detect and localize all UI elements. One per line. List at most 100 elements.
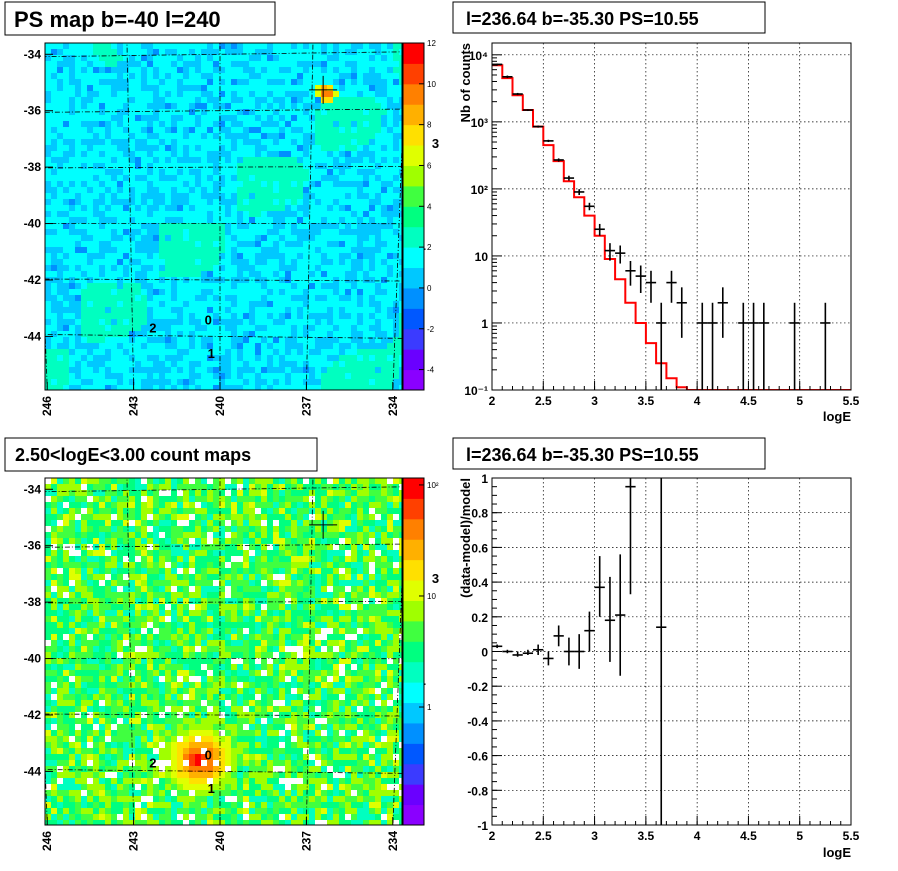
ps-map-pixel	[333, 229, 339, 235]
count-map-pixel	[399, 520, 402, 526]
ps-map-pixel	[273, 271, 279, 277]
count-map-pixel	[399, 592, 402, 598]
count-map-pixel	[279, 586, 285, 592]
count-map-pixel	[201, 592, 207, 598]
ps-map-pixel	[375, 367, 381, 373]
count-map-pixel	[159, 484, 165, 490]
ps-map-pixel	[195, 73, 201, 79]
ps-map-pixel	[381, 355, 387, 361]
ps-map-pixel	[375, 175, 381, 181]
count-map-pixel	[165, 556, 171, 562]
ps-map-pixel	[183, 331, 189, 337]
count-map-pixel	[105, 556, 111, 562]
ps-map-pixel	[105, 373, 111, 379]
ps-map-pixel	[69, 163, 75, 169]
ps-map-pixel	[387, 43, 393, 49]
ps-map-pixel	[117, 265, 123, 271]
count-map-pixel	[327, 478, 333, 484]
ps-map-pixel	[243, 307, 249, 313]
count-map-pixel	[237, 562, 243, 568]
ps-map-pixel	[207, 187, 213, 193]
count-map-pixel	[147, 478, 153, 484]
count-map-pixel	[177, 484, 183, 490]
count-map-pixel	[171, 526, 177, 532]
ps-map-pixel	[153, 121, 159, 127]
count-map-pixel	[195, 556, 201, 562]
ps-map-pixel	[87, 217, 93, 223]
ps-map-pixel	[393, 283, 399, 289]
ps-map-pixel	[243, 127, 249, 133]
ps-map-pixel	[357, 379, 363, 385]
ps-map-pixel	[147, 331, 153, 337]
count-map-pixel	[201, 532, 207, 538]
count-map-pixel	[81, 502, 87, 508]
ps-map-pixel	[351, 199, 357, 205]
count-map-pixel	[63, 598, 69, 604]
ps-map-pixel	[351, 265, 357, 271]
ps-map-pixel	[225, 109, 231, 115]
ps-map-pixel	[291, 85, 297, 91]
ps-map-pixel	[381, 283, 387, 289]
ps-map-pixel	[69, 265, 75, 271]
count-map-pixel	[339, 556, 345, 562]
count-map-pixel	[387, 544, 393, 550]
ps-map-pixel	[201, 379, 207, 385]
ps-map-pixel	[267, 265, 273, 271]
ps-map-pixel	[129, 211, 135, 217]
spectrum-title-box	[452, 1, 766, 34]
ps-map-pixel	[369, 331, 375, 337]
data-point	[738, 302, 749, 390]
ps-map-pixel	[249, 181, 255, 187]
ps-map-pixel	[129, 253, 135, 259]
ps-map-pixel	[309, 247, 315, 253]
ps-map-pixel	[327, 133, 333, 139]
ps-map-pixel	[171, 199, 177, 205]
ps-map-pixel	[99, 103, 105, 109]
ps-map-pixel	[87, 247, 93, 253]
count-map-pixel	[327, 592, 333, 598]
ps-map-pixel	[261, 139, 267, 145]
ps-map-pixel	[105, 205, 111, 211]
ps-map-pixel	[75, 121, 81, 127]
ps-map-pixel	[303, 103, 309, 109]
count-map-pixel	[201, 580, 207, 586]
ps-map-pixel	[45, 163, 51, 169]
count-map-pixel	[243, 592, 249, 598]
ps-map-pixel	[171, 379, 177, 385]
ps-map-pixel	[195, 253, 201, 259]
ps-map-pixel	[51, 361, 57, 367]
ps-map-pixel	[81, 283, 87, 289]
ps-map-pixel	[357, 367, 363, 373]
ps-map-pixel	[81, 373, 87, 379]
count-map-pixel	[315, 508, 321, 514]
count-map-pixel	[357, 496, 363, 502]
ps-map-pixel	[219, 175, 225, 181]
ps-map-pixel	[363, 115, 369, 121]
count-map-pixel	[99, 520, 105, 526]
ps-map-pixel	[159, 61, 165, 67]
ps-map-pixel	[381, 103, 387, 109]
ps-map-pixel	[333, 241, 339, 247]
count-map-pixel	[129, 532, 135, 538]
count-map-pixel	[51, 514, 57, 520]
count-map-pixel	[51, 550, 57, 556]
count-map-pixel	[291, 502, 297, 508]
ps-map-pixel	[195, 283, 201, 289]
ps-map-pixel	[375, 157, 381, 163]
count-map-pixel	[189, 556, 195, 562]
count-map-pixel	[87, 502, 93, 508]
ps-map-pixel	[297, 85, 303, 91]
ps-map-pixel	[327, 127, 333, 133]
ps-map-pixel	[399, 43, 402, 49]
count-map-pixel	[255, 532, 261, 538]
ps-map-pixel	[381, 61, 387, 67]
count-map-pixel	[63, 538, 69, 544]
ps-map-pixel	[87, 367, 93, 373]
ps-map-pixel	[45, 265, 51, 271]
ps-map-pixel	[267, 169, 273, 175]
ps-map-pixel	[123, 379, 129, 385]
ps-map-pixel	[357, 223, 363, 229]
count-map-pixel	[225, 538, 231, 544]
ps-map-pixel	[135, 97, 141, 103]
